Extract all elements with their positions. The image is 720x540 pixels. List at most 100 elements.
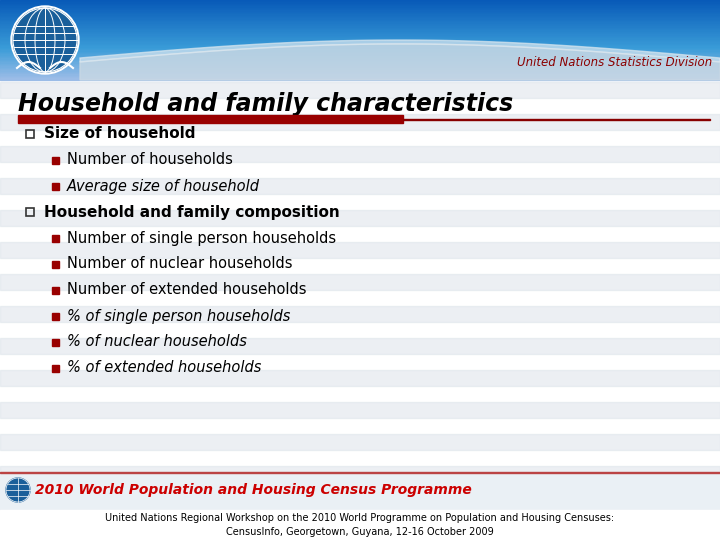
Bar	[0, 71, 720, 73]
Bar	[0, 34, 720, 36]
Bar	[0, 69, 720, 71]
Bar	[0, 33, 720, 35]
Bar	[0, 82, 720, 540]
Bar	[0, 36, 720, 37]
Bar	[0, 466, 720, 482]
Bar	[0, 57, 720, 59]
Bar	[0, 306, 720, 322]
Bar	[0, 5, 720, 6]
Bar	[0, 18, 720, 20]
Bar	[0, 178, 720, 194]
Bar	[0, 45, 720, 46]
Bar	[52, 313, 58, 320]
Bar	[0, 10, 720, 12]
Bar	[52, 339, 58, 346]
Text: Household and family composition: Household and family composition	[44, 205, 340, 219]
Bar	[0, 38, 720, 40]
Bar	[0, 66, 720, 68]
Bar	[0, 242, 720, 258]
Bar	[0, 1, 720, 3]
Text: United Nations Regional Workshop on the 2010 World Programme on Population and H: United Nations Regional Workshop on the …	[105, 514, 615, 537]
Bar	[403, 118, 710, 120]
Bar	[0, 338, 720, 354]
Bar	[52, 234, 58, 241]
Bar	[0, 50, 720, 52]
Bar	[0, 76, 720, 77]
Bar	[0, 434, 720, 450]
Bar	[0, 37, 720, 39]
Bar	[0, 22, 720, 24]
Bar	[0, 82, 720, 98]
Text: 2010 World Population and Housing Census Programme: 2010 World Population and Housing Census…	[35, 483, 472, 497]
Bar	[0, 51, 720, 53]
Bar	[0, 8, 720, 9]
Bar	[0, 56, 720, 57]
Bar	[0, 25, 720, 26]
Bar	[0, 28, 720, 29]
Bar	[0, 274, 720, 290]
Bar	[0, 16, 720, 17]
Bar	[0, 2, 720, 4]
Text: % of extended households: % of extended households	[67, 361, 261, 375]
Bar	[0, 49, 720, 51]
Bar	[0, 53, 720, 55]
Bar	[0, 530, 720, 540]
Bar	[52, 157, 58, 164]
Circle shape	[6, 478, 30, 502]
Bar	[0, 44, 720, 45]
Bar	[0, 6, 720, 8]
Bar	[0, 78, 720, 80]
Bar	[0, 46, 720, 48]
Bar	[52, 287, 58, 294]
Bar	[0, 31, 720, 33]
Bar	[0, 370, 720, 386]
Text: Number of households: Number of households	[67, 152, 233, 167]
Bar	[0, 26, 720, 28]
Bar	[0, 61, 720, 63]
Bar	[0, 13, 720, 15]
Bar	[18, 115, 403, 123]
Text: Number of extended households: Number of extended households	[67, 282, 307, 298]
Bar	[0, 77, 720, 79]
Bar	[26, 130, 34, 138]
Bar	[0, 48, 720, 49]
Bar	[0, 24, 720, 25]
Bar	[0, 59, 720, 62]
Bar	[0, 70, 720, 72]
Bar	[52, 260, 58, 267]
Bar	[0, 11, 720, 14]
Bar	[0, 30, 720, 32]
Bar	[0, 39, 720, 42]
Bar	[0, 471, 720, 473]
Bar	[0, 19, 720, 22]
Bar	[52, 183, 58, 190]
Bar	[0, 9, 720, 11]
Bar	[26, 208, 34, 216]
Polygon shape	[80, 44, 720, 80]
Bar	[0, 114, 720, 130]
Bar	[0, 21, 720, 23]
Bar	[0, 68, 720, 69]
Bar	[0, 73, 720, 75]
Bar	[0, 14, 720, 16]
Bar	[0, 64, 720, 65]
Bar	[0, 74, 720, 76]
Bar	[0, 510, 720, 540]
Text: % of single person households: % of single person households	[67, 308, 290, 323]
Bar	[0, 65, 720, 66]
Bar	[0, 3, 720, 5]
Bar	[0, 17, 720, 19]
Text: Size of household: Size of household	[44, 126, 196, 141]
Bar	[0, 62, 720, 64]
Bar	[0, 210, 720, 226]
Bar	[0, 58, 720, 60]
Text: % of nuclear households: % of nuclear households	[67, 334, 247, 349]
Text: Average size of household: Average size of household	[67, 179, 260, 193]
Circle shape	[13, 8, 77, 72]
Bar	[0, 42, 720, 44]
Bar	[0, 0, 720, 1]
Text: Number of single person households: Number of single person households	[67, 231, 336, 246]
Bar	[0, 54, 720, 56]
Text: United Nations Statistics Division: United Nations Statistics Division	[517, 56, 712, 69]
Circle shape	[11, 6, 79, 74]
